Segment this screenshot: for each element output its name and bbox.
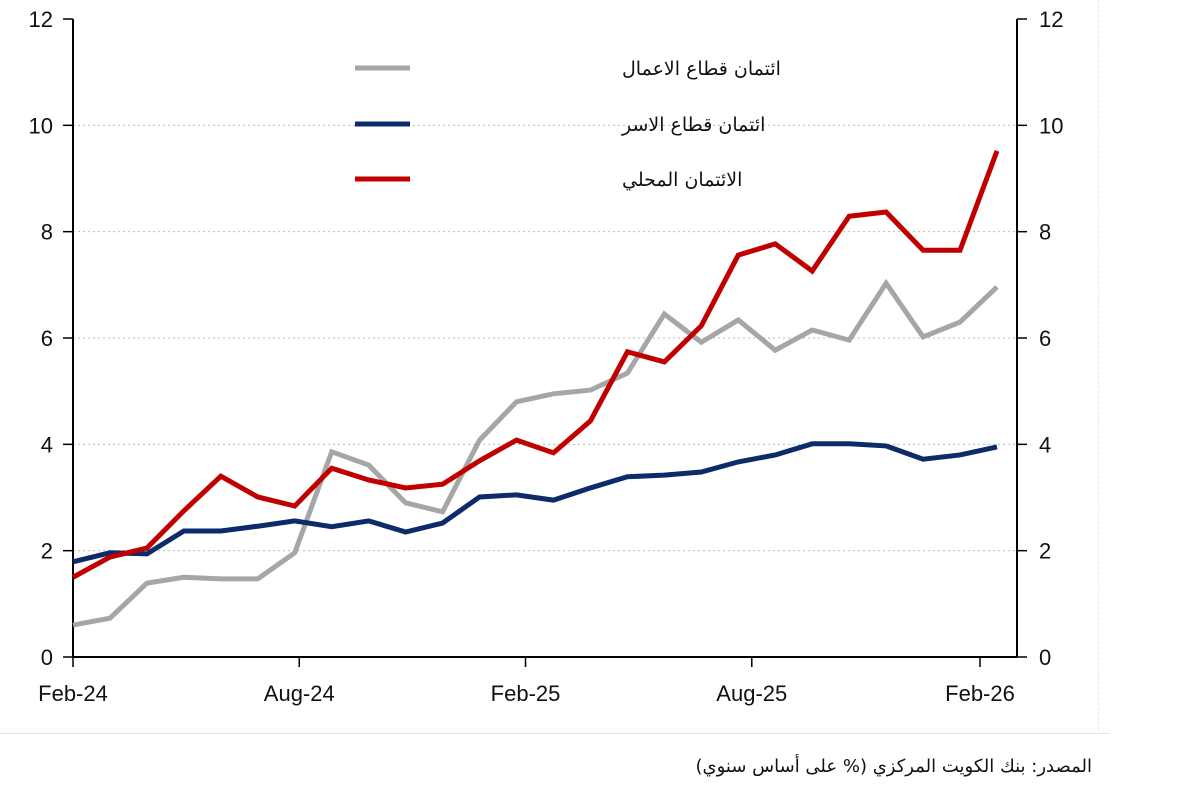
- x-tick-label: Aug-24: [264, 681, 335, 706]
- y-tick-label-right: 10: [1039, 113, 1063, 138]
- y-tick-label-right: 6: [1039, 326, 1051, 351]
- series-line-2: [71, 149, 1000, 580]
- y-tick-label-left: 12: [29, 7, 53, 32]
- y-tick-label-right: 2: [1039, 539, 1051, 564]
- y-tick-label-left: 4: [41, 432, 53, 457]
- y-tick-label-right: 12: [1039, 7, 1063, 32]
- y-tick-label-left: 6: [41, 326, 53, 351]
- legend-label-2: الائتمان المحلي: [622, 169, 742, 191]
- page-border: [1098, 0, 1099, 730]
- frame-divider: [0, 733, 1110, 734]
- source-note: المصدر: بنك الكويت المركزي (% على أساس س…: [695, 756, 1092, 777]
- y-tick-label-right: 0: [1039, 645, 1051, 670]
- y-tick-label-left: 8: [41, 220, 53, 245]
- legend-label-1: ائتمان قطاع الاسر: [621, 114, 765, 136]
- series-line-1: [72, 441, 998, 565]
- x-tick-label: Feb-25: [491, 681, 561, 706]
- series-line-0: [72, 278, 999, 628]
- y-tick-label-left: 0: [41, 645, 53, 670]
- x-tick-label: Feb-24: [38, 681, 108, 706]
- y-tick-label-right: 4: [1039, 432, 1051, 457]
- x-tick-label: Aug-25: [716, 681, 787, 706]
- y-tick-label-right: 8: [1039, 220, 1051, 245]
- line-chart: 0 0 2 2 4 4 6 6 8 8 10 10 12 12 Feb-24 Aug-24 Feb-25 Aug-…: [29, 7, 1064, 706]
- y-tick-label-left: 2: [41, 539, 53, 564]
- legend-label-0: ائتمان قطاع الاعمال: [622, 58, 781, 80]
- y-tick-label-left: 10: [29, 113, 53, 138]
- x-tick-label: Feb-26: [945, 681, 1015, 706]
